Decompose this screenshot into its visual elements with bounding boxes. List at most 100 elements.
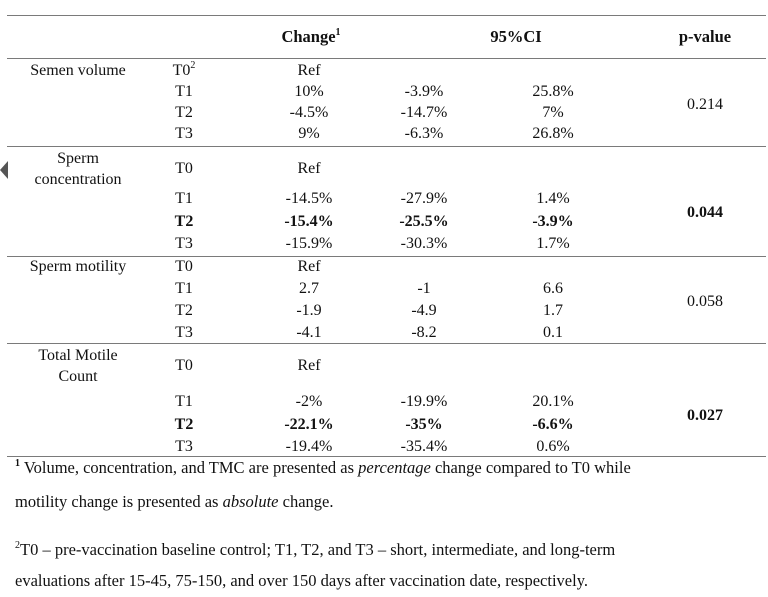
ci-low-cell: -6.3%: [404, 125, 444, 142]
p-value-cell: 0.044: [687, 203, 723, 221]
change-cell: -14.5%: [285, 190, 333, 207]
timepoint-label: T2: [175, 104, 193, 121]
ci-low-cell: -25.5%: [399, 213, 449, 230]
change-cell: -22.1%: [284, 416, 334, 433]
timepoint-label: T1: [175, 280, 193, 297]
header-pvalue: p-value: [678, 27, 732, 46]
ci-high-cell: 1.7%: [536, 235, 570, 252]
change-cell: 2.7: [299, 280, 319, 297]
change-cell: Ref: [297, 357, 321, 374]
ci-low-cell: -35.4%: [400, 438, 448, 455]
ci-high-cell: 26.8%: [532, 125, 574, 142]
change-cell: -19.4%: [285, 438, 333, 455]
ci-low-cell: -35%: [405, 416, 443, 433]
p-value-cell: 0.058: [687, 293, 723, 310]
timepoint-cell: T2: [175, 302, 193, 320]
timepoint-label: T0: [175, 160, 193, 177]
ci-high-cell: -6.6%: [532, 416, 574, 433]
timepoint-label: T1: [175, 393, 193, 410]
header-rule: [7, 58, 766, 59]
change-cell: 10%: [294, 83, 324, 100]
change-cell: -4.1: [296, 324, 322, 341]
change-cell: -15.4%: [284, 213, 334, 230]
group-label: Total Motile: [38, 347, 118, 364]
change-cell: Ref: [297, 62, 321, 79]
timepoint-label: T2: [175, 302, 193, 319]
footnote-2-mark: 2: [15, 539, 20, 551]
change-cell: -15.9%: [285, 235, 333, 252]
header-change-footnote-mark: 1: [335, 26, 341, 38]
timepoint-label: T3: [175, 125, 193, 142]
change-cell: Ref: [297, 160, 321, 177]
timepoint-cell: T0: [175, 160, 193, 178]
timepoint-cell: T0: [175, 357, 193, 375]
change-cell: 9%: [298, 125, 320, 142]
footnote-1-emphasis: percentage: [358, 458, 431, 477]
p-value-cell: 0.027: [687, 406, 723, 424]
timepoint-label: T3: [175, 438, 193, 455]
group-label: Count: [58, 368, 98, 385]
footnote-1-emphasis-2: absolute: [222, 492, 279, 511]
p-value-cell: 0.214: [687, 95, 723, 113]
group-rule: [7, 256, 766, 257]
timepoint-label: T1: [175, 83, 193, 100]
ci-low-cell: -4.9: [411, 302, 437, 319]
group-label: Semen volume: [30, 62, 126, 79]
header-ci: 95%CI: [490, 27, 542, 46]
footnote-2-line-2: evaluations after 15-45, 75-150, and ove…: [15, 571, 588, 591]
ci-high-cell: 20.1%: [532, 393, 574, 410]
ci-low-cell: -27.9%: [400, 190, 448, 207]
footnote-1-mark: 1: [15, 457, 20, 469]
timepoint-label: T3: [175, 235, 193, 252]
ci-high-cell: 7%: [542, 104, 564, 121]
ci-high-cell: 0.1: [543, 324, 563, 341]
timepoint-cell: T1: [175, 190, 193, 208]
timepoint-cell: T3: [175, 438, 193, 456]
ci-high-cell: 1.4%: [536, 190, 570, 207]
ci-high-cell: 0.6%: [536, 438, 570, 455]
ci-high-cell: 6.6: [543, 280, 563, 297]
timepoint-cell: T1: [175, 280, 193, 298]
footnote-2-text-b: evaluations after 15-45, 75-150, and ove…: [15, 571, 589, 590]
top-rule: [7, 15, 766, 16]
timepoint-label: T2: [174, 213, 194, 230]
timepoint-label: T2: [174, 416, 194, 433]
timepoint-cell: T3: [175, 324, 193, 342]
timepoint-label: T0: [175, 258, 193, 275]
change-cell: -4.5%: [289, 104, 329, 121]
timepoint-cell: T1: [175, 393, 193, 411]
left-edge-marker-icon: [0, 161, 8, 179]
timepoint-cell: T2: [175, 104, 193, 122]
change-cell: -1.9: [296, 302, 322, 319]
footnote-2-text-a: T0 – pre-vaccination baseline control; T…: [20, 540, 616, 559]
footnote-1-line-2: motility change is presented as absolute…: [15, 492, 333, 512]
timepoint-label: T0: [172, 62, 191, 79]
change-cell: -2%: [295, 393, 323, 410]
group-rule: [7, 343, 766, 344]
timepoint-cell: T0: [175, 258, 193, 276]
ci-low-cell: -8.2: [411, 324, 437, 341]
group-rule: [7, 456, 766, 457]
timepoint-cell: T3: [175, 125, 193, 143]
footnote-2-line-1: 2T0 – pre-vaccination baseline control; …: [15, 540, 615, 560]
ci-low-cell: -14.7%: [400, 104, 448, 121]
ci-low-cell: -1: [417, 280, 431, 297]
timepoint-cell: T2: [175, 213, 194, 231]
group-label: Sperm motility: [29, 258, 127, 275]
timepoint-label: T1: [175, 190, 193, 207]
footnote-1-text-b: change compared to T0 while: [430, 458, 631, 477]
ci-high-cell: 1.7: [543, 302, 563, 319]
timepoint-label: T0: [175, 357, 193, 374]
timepoint-cell: T3: [175, 235, 193, 253]
ci-low-cell: -19.9%: [400, 393, 448, 410]
footnote-1-line-1: 1 Volume, concentration, and TMC are pre…: [15, 458, 631, 478]
footnote-1-text-d: change.: [278, 492, 334, 511]
change-cell: Ref: [297, 258, 321, 275]
ci-high-cell: 25.8%: [532, 83, 574, 100]
timepoint-cell: T2: [175, 416, 194, 434]
group-rule: [7, 146, 766, 147]
group-label: Sperm: [57, 150, 99, 167]
timepoint-label: T3: [175, 324, 193, 341]
timepoint-footnote-mark: 2: [190, 59, 196, 71]
timepoint-cell: T02: [172, 59, 196, 80]
